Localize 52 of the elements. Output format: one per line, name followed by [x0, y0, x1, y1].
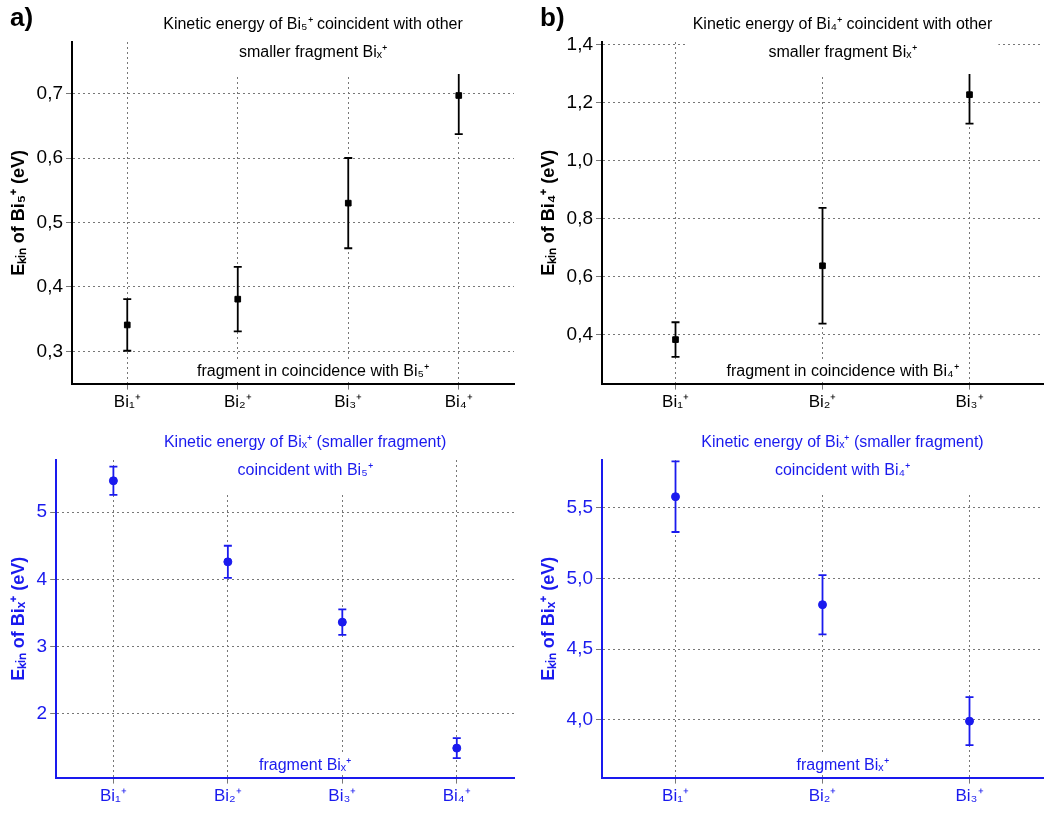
x-tick-label: Bi₂⁺ — [223, 392, 252, 412]
y-axis-title: Eₖᵢₙ of Biₓ⁺ (eV) — [7, 556, 28, 681]
y-tick-label: 0,4 — [566, 322, 594, 344]
y-tick-label: 0,6 — [566, 264, 594, 286]
x-tick-label: Bi₃⁺ — [955, 786, 984, 806]
y-tick-label: 0,5 — [36, 210, 64, 232]
x-tick-label: Bi₃⁺ — [955, 392, 984, 412]
x-tick-label: Bi₂⁺ — [213, 786, 242, 806]
annotation: fragment in coincidence with Bi₅⁺ — [197, 362, 430, 380]
y-tick-label: 4,5 — [566, 637, 594, 659]
y-tick-label: 0,6 — [36, 146, 64, 168]
chart-subtitle: b) — [540, 2, 565, 33]
y-tick-label: 0,8 — [566, 206, 594, 228]
point — [818, 600, 828, 610]
y-tick-label: 4,0 — [566, 707, 594, 729]
y-tick-label: 0,7 — [36, 81, 64, 103]
x-tick-label: Bi₁⁺ — [662, 392, 689, 412]
chart-title: Kinetic energy of Biₓ⁺ (smaller fragment) coincident with Bi₄⁺ — [701, 433, 984, 479]
x-tick-label: Bi₁⁺ — [113, 392, 141, 412]
chart-title: Kinetic energy of Bi₄⁺ coincident with other smaller fragment Biₓ⁺ — [692, 15, 994, 61]
y-tick-label: 1,4 — [566, 33, 594, 55]
chart-title: Kinetic energy of Biₓ⁺ (smaller fragment) coincident with Bi₅⁺ — [163, 433, 447, 479]
y-tick-label: 0,3 — [36, 339, 64, 361]
point — [966, 91, 973, 99]
y-tick-label: 2 — [36, 701, 48, 723]
annotation: fragment Biₓ⁺ — [796, 756, 889, 774]
x-tick-label: Bi₁⁺ — [99, 786, 127, 806]
y-tick-label: 1,2 — [566, 91, 594, 113]
x-tick-label: Bi₂⁺ — [808, 786, 837, 806]
x-tick-label: Bi₄⁺ — [442, 786, 471, 806]
x-tick-label: Bi₂⁺ — [808, 392, 837, 412]
x-tick-label: Bi₃⁺ — [334, 392, 363, 412]
annotation: fragment in coincidence with Bi₄⁺ — [726, 362, 959, 380]
chart-title: Kinetic energy of Bi₅⁺ coincident with other smaller fragment Biₓ⁺ — [163, 15, 464, 61]
point — [671, 492, 681, 502]
x-tick-label: Bi₃⁺ — [328, 786, 357, 806]
y-tick-label: 5,0 — [566, 566, 594, 588]
x-tick-label: Bi₁⁺ — [662, 786, 689, 806]
y-tick-label: 3 — [36, 634, 48, 656]
y-tick-label: 0,4 — [36, 275, 64, 297]
chart-subtitle: a) — [10, 2, 34, 33]
x-tick-label: Bi₄⁺ — [444, 392, 473, 412]
y-axis-title: Eₖᵢₙ of Bi₄⁺ (eV) — [537, 149, 558, 276]
y-tick-label: 5,5 — [566, 496, 594, 518]
y-axis-title: Eₖᵢₙ of Biₓ⁺ (eV) — [537, 556, 558, 681]
point — [819, 262, 826, 270]
y-tick-label: 1,0 — [566, 148, 594, 170]
y-tick-label: 4 — [36, 567, 48, 589]
y-tick-label: 5 — [36, 500, 48, 522]
y-axis-title: Eₖᵢₙ of Bi₅⁺ (eV) — [7, 149, 28, 276]
annotation: fragment Biₓ⁺ — [259, 756, 352, 774]
point — [672, 336, 679, 343]
